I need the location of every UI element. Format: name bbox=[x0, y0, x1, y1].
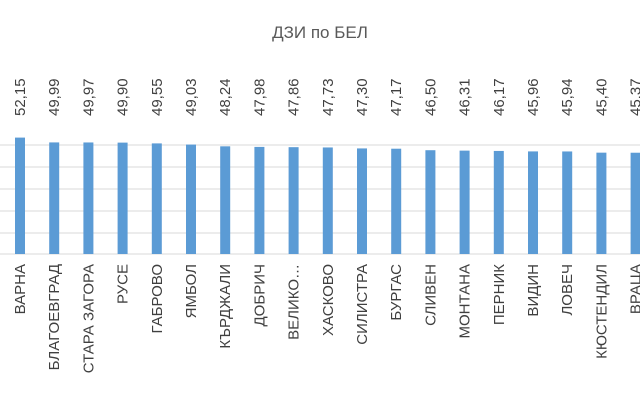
data-label: 45,94 bbox=[559, 78, 576, 116]
x-axis-labels: ВАРНА БЛАГОЕВГРАД СТАРА ЗАГОРА РУСЕ ГАБРОВО Я… bbox=[12, 264, 640, 373]
x-tick-label: ВЕЛИКО… bbox=[286, 264, 303, 340]
data-label: 47,73 bbox=[320, 78, 337, 116]
x-tick-label: ВИДИН bbox=[525, 264, 542, 317]
bar bbox=[151, 143, 162, 254]
x-tick-label: МОНТАНА bbox=[457, 264, 474, 339]
data-label: 45,37 bbox=[628, 78, 640, 116]
x-tick-label: ЛОВЕЧ bbox=[559, 264, 576, 316]
data-label: 48,24 bbox=[217, 78, 234, 116]
x-tick-label: СТАРА ЗАГОРА bbox=[80, 264, 97, 373]
bar bbox=[596, 152, 607, 254]
x-tick-label: ГАБРОВО bbox=[149, 264, 166, 334]
bar bbox=[15, 137, 25, 254]
chart-title: ДЗИ по БЕЛ bbox=[272, 23, 368, 42]
x-tick-label: ХАСКОВО bbox=[320, 264, 337, 336]
data-label: 52,15 bbox=[12, 78, 29, 116]
bar bbox=[459, 150, 470, 254]
bar bbox=[493, 150, 504, 254]
bar bbox=[49, 142, 60, 254]
data-label: 47,98 bbox=[251, 78, 268, 116]
x-tick-label: ЯМБОЛ bbox=[183, 264, 200, 318]
data-label: 47,17 bbox=[388, 78, 405, 116]
bar bbox=[254, 146, 265, 254]
data-label: 46,50 bbox=[422, 78, 439, 116]
bar bbox=[322, 147, 333, 254]
x-tick-label: ДОБРИЧ bbox=[251, 264, 268, 326]
bar bbox=[391, 148, 402, 254]
bars bbox=[15, 137, 640, 254]
data-label: 49,99 bbox=[46, 78, 63, 116]
bar bbox=[186, 144, 196, 254]
data-label: 49,97 bbox=[80, 78, 97, 116]
x-tick-label: ВАРНА bbox=[12, 264, 29, 314]
x-tick-label: БЛАГОЕВГРАД bbox=[46, 264, 63, 370]
bar bbox=[357, 148, 367, 254]
x-tick-label: КЮСТЕНДИЛ bbox=[593, 264, 610, 359]
data-label: 49,55 bbox=[149, 78, 166, 116]
bar bbox=[425, 150, 436, 254]
data-label: 45,40 bbox=[593, 78, 610, 116]
bar bbox=[220, 146, 231, 254]
data-label: 49,03 bbox=[183, 78, 200, 116]
x-tick-label: СЛИВЕН bbox=[422, 264, 439, 326]
bar bbox=[562, 151, 573, 254]
data-label: 46,31 bbox=[457, 78, 474, 116]
data-label: 47,86 bbox=[286, 78, 303, 116]
bar bbox=[288, 147, 299, 254]
x-tick-label: КЪРДЖАЛИ bbox=[217, 264, 234, 349]
x-tick-label: СИЛИСТРА bbox=[354, 264, 371, 345]
gridlines bbox=[0, 144, 640, 255]
bar bbox=[83, 142, 94, 254]
data-label: 49,90 bbox=[115, 78, 132, 116]
bar bbox=[117, 142, 128, 254]
data-label: 46,17 bbox=[491, 78, 508, 116]
bar bbox=[528, 151, 538, 254]
x-tick-label: ВРАЦА bbox=[628, 264, 640, 314]
bar bbox=[630, 152, 640, 254]
x-tick-label: ПЕРНИК bbox=[491, 264, 508, 325]
data-label: 45,96 bbox=[525, 78, 542, 116]
x-tick-label: РУСЕ bbox=[115, 264, 132, 304]
data-labels: 52,15 49,99 49,97 49,90 49,55 49,03 48,24 47,98… bbox=[12, 78, 640, 116]
x-tick-label: БУРГАС bbox=[388, 264, 405, 321]
data-label: 47,30 bbox=[354, 78, 371, 116]
